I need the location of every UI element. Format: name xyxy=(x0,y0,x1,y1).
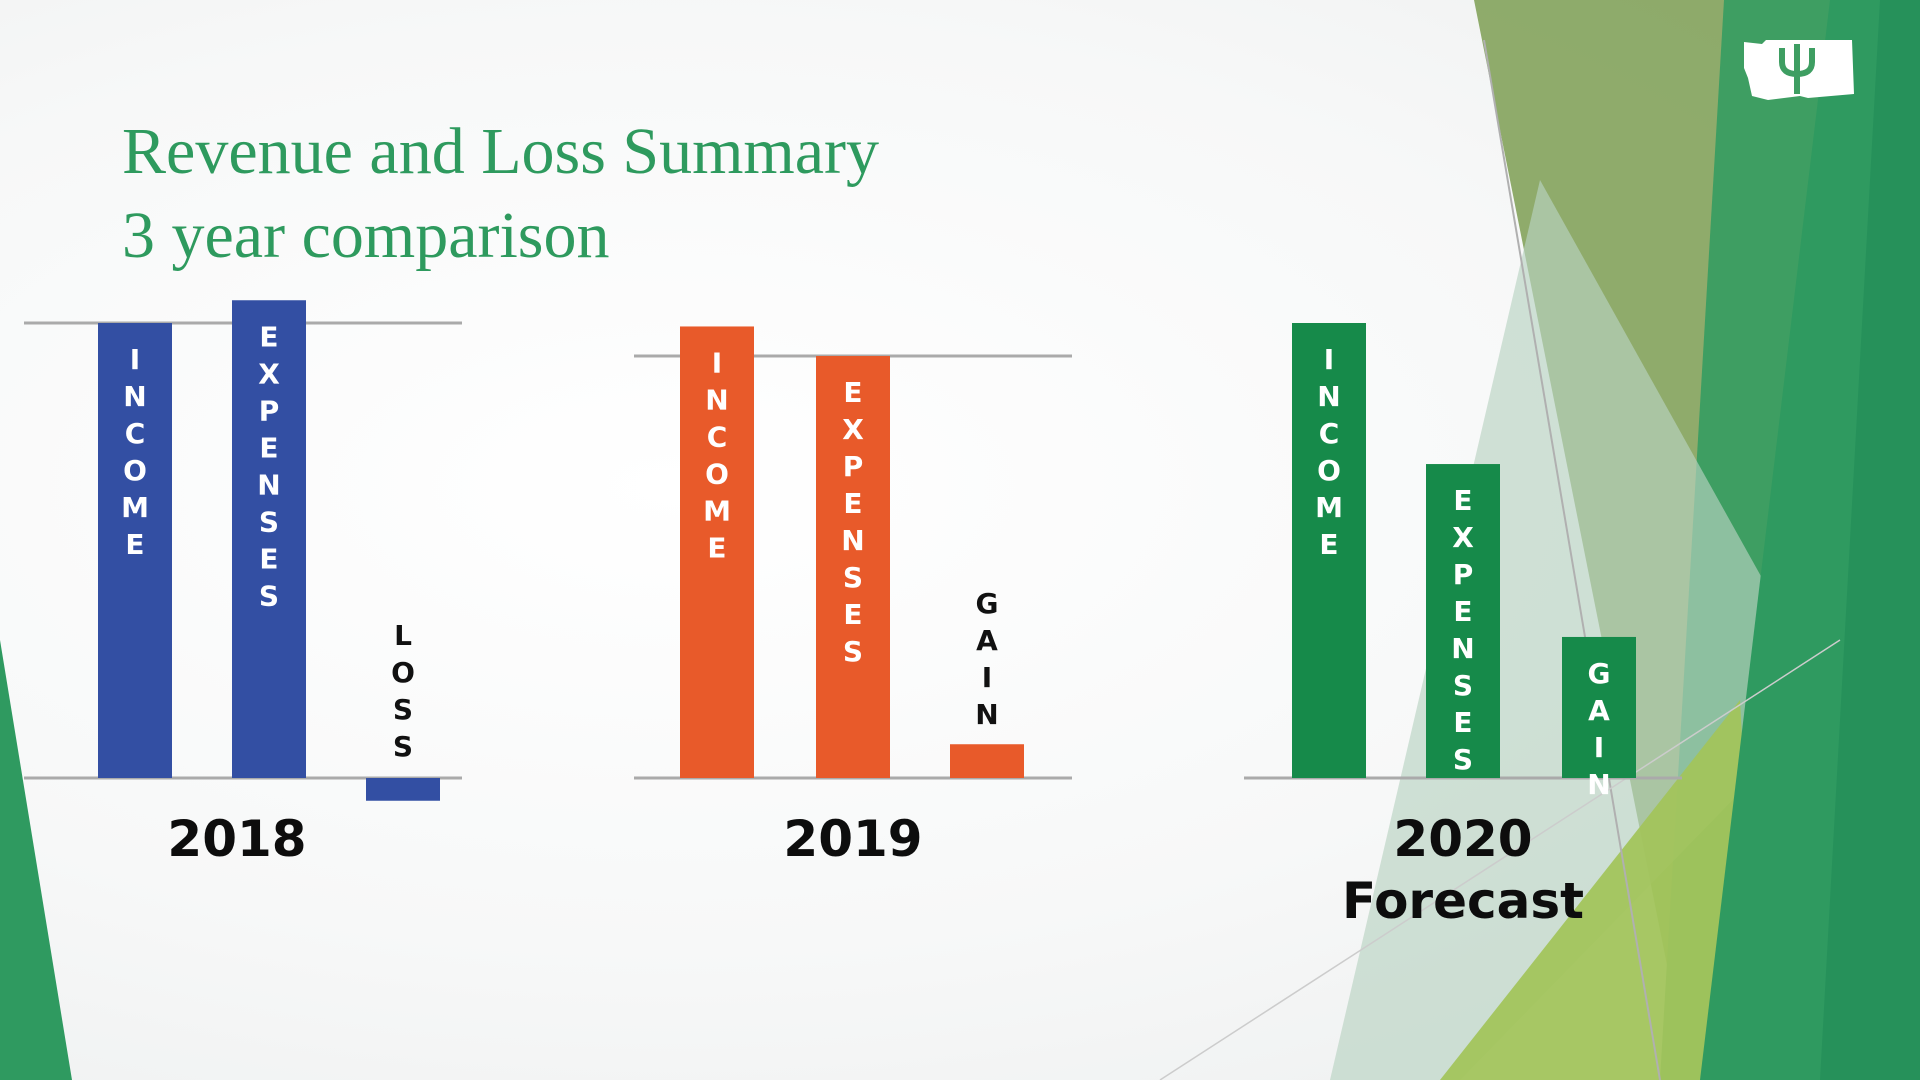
slide-title: Revenue and Loss Summary 3 year comparis… xyxy=(122,110,879,278)
bar-2020-expenses xyxy=(1426,464,1500,778)
title-line-1: Revenue and Loss Summary xyxy=(122,115,880,188)
bar-2018-loss xyxy=(366,778,440,801)
bar-label-letter: E xyxy=(259,542,278,575)
bar-label-letter: S xyxy=(1453,743,1473,776)
bar-label-letter: M xyxy=(703,494,731,527)
bar-label-letter: I xyxy=(130,343,140,376)
bar-label-letter: N xyxy=(1587,768,1610,801)
bar-label-letter: O xyxy=(123,454,147,487)
bar-label-letter: I xyxy=(982,661,992,694)
year-label-2018: 2018 xyxy=(87,808,387,870)
bar-label-letter: X xyxy=(1452,521,1474,554)
bar-label-letter: C xyxy=(125,417,146,450)
bar-label-letter: N xyxy=(705,383,728,416)
bar-label-letter: M xyxy=(121,491,149,524)
bar-label-letter: E xyxy=(843,598,862,631)
bar-label-letter: N xyxy=(975,698,998,731)
year-2019-text: 2019 xyxy=(783,810,923,868)
year-label-2019: 2019 xyxy=(703,808,1003,870)
bar-label-letter: A xyxy=(1588,694,1610,727)
bar-label-letter: E xyxy=(1453,595,1472,628)
bar-2018-income xyxy=(98,323,172,778)
bar-label-letter: G xyxy=(1588,657,1611,690)
bar-label-letter: E xyxy=(1453,484,1472,517)
bar-label-letter: G xyxy=(976,587,999,620)
bar-label-letter: O xyxy=(1317,454,1341,487)
bar-label-letter: E xyxy=(843,487,862,520)
bar-label-letter: S xyxy=(259,505,279,538)
bar-2018-expenses xyxy=(232,300,306,778)
bar-label-letter: O xyxy=(391,656,415,689)
bar-2019-expenses xyxy=(816,356,890,778)
bar-label-letter: X xyxy=(258,357,280,390)
bar-label-letter: C xyxy=(1319,417,1340,450)
washington-psi-logo-icon xyxy=(1744,40,1854,100)
bar-label-letter: P xyxy=(843,450,864,483)
bar-label-letter: E xyxy=(259,320,278,353)
bar-label-letter: E xyxy=(259,431,278,464)
bar-label-letter: S xyxy=(259,579,279,612)
bar-label-letter: P xyxy=(1453,558,1474,591)
bar-label-letter: O xyxy=(705,457,729,490)
bar-label-letter: X xyxy=(842,413,864,446)
forecast-label: Forecast xyxy=(1341,872,1585,930)
bar-label-letter: L xyxy=(394,619,412,652)
bar-2019-income xyxy=(680,326,754,778)
bar-label-letter: P xyxy=(259,394,280,427)
bar-label-letter: S xyxy=(1453,669,1473,702)
bar-label-letter: E xyxy=(1319,528,1338,561)
bar-label-letter: I xyxy=(1324,343,1334,376)
bar-label-letter: E xyxy=(1453,706,1472,739)
bar-label-letter: S xyxy=(393,693,413,726)
bar-label-letter: S xyxy=(393,730,413,763)
bar-label-letter: I xyxy=(712,346,722,379)
bar-label-letter: A xyxy=(976,624,998,657)
bar-label-letter: S xyxy=(843,635,863,668)
bar-label-letter: M xyxy=(1315,491,1343,524)
bar-label-letter: N xyxy=(1317,380,1340,413)
bar-label-letter: C xyxy=(707,420,728,453)
bar-label-letter: E xyxy=(707,531,726,564)
year-2018-text: 2018 xyxy=(167,810,307,868)
title-line-2: 3 year comparison xyxy=(122,199,610,272)
bar-label-letter: N xyxy=(123,380,146,413)
year-2020-text: 2020 xyxy=(1393,810,1533,868)
bar-2020-income xyxy=(1292,323,1366,778)
bar-2019-gain xyxy=(950,744,1024,778)
year-label-2020: 2020 Forecast xyxy=(1313,808,1613,932)
bar-label-letter: N xyxy=(257,468,280,501)
bar-label-letter: E xyxy=(125,528,144,561)
bar-label-letter: S xyxy=(843,561,863,594)
bar-label-letter: N xyxy=(1451,632,1474,665)
bar-label-letter: E xyxy=(843,376,862,409)
bar-label-letter: I xyxy=(1594,731,1604,764)
bar-label-letter: N xyxy=(841,524,864,557)
bar-2020-gain xyxy=(1562,636,1636,778)
